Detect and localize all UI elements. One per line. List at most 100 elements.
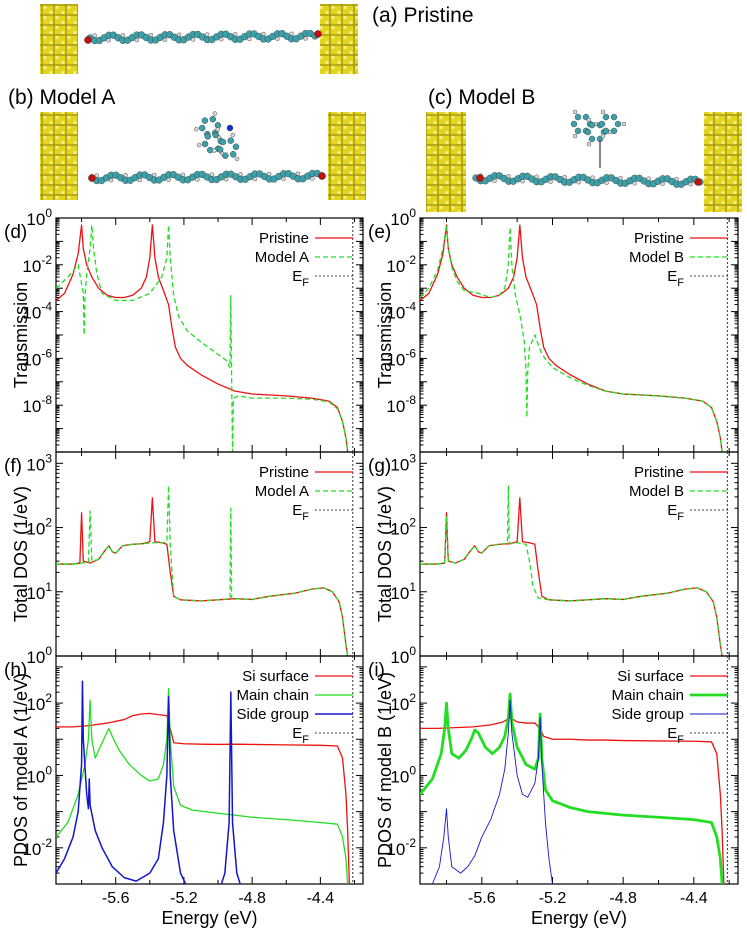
hydrogen-atom — [632, 181, 637, 186]
carbon-atom — [610, 113, 618, 121]
carbon-atom — [614, 120, 622, 128]
carbon-atom — [201, 140, 209, 148]
carbon-atom — [214, 122, 222, 129]
legend-label: EF — [292, 502, 309, 523]
y-axis-label: PDOS of model A (1/eV) — [11, 673, 31, 867]
carbon-atom — [227, 137, 234, 144]
legend-label: Pristine — [259, 464, 309, 481]
carbon-atom — [212, 131, 219, 139]
carbon-atom — [574, 113, 582, 121]
y-tick-label: 103 — [390, 451, 416, 474]
panel-label: (d) — [4, 222, 27, 243]
hydrogen-atom — [492, 178, 497, 183]
carbon-atom — [222, 152, 229, 159]
legend-label: Pristine — [259, 230, 309, 247]
carbon-atom — [570, 120, 578, 128]
oxygen-atom — [314, 30, 322, 38]
x-axis-label: Energy (eV) — [161, 908, 257, 928]
legend-label: Si surface — [242, 668, 309, 685]
hydrogen-atom — [195, 177, 200, 182]
hydrogen-atom — [621, 121, 627, 127]
carbon-atom — [204, 133, 211, 140]
si-slab-left — [40, 4, 78, 74]
y-tick-label: 103 — [26, 451, 52, 474]
panel-label: (f) — [4, 456, 22, 477]
x-tick-label: -5.2 — [539, 890, 567, 907]
y-tick-label: 102 — [390, 691, 416, 714]
side-group — [194, 111, 240, 162]
series-line-si-surface — [56, 712, 351, 884]
oxygen-atom — [476, 174, 484, 182]
hydrogen-atom — [194, 126, 199, 132]
legend-label: EF — [667, 268, 684, 289]
carbon-atom — [232, 143, 240, 150]
hydrogen-atom — [660, 181, 665, 186]
series-line-side-group — [431, 699, 553, 884]
y-tick-label: 10-8 — [386, 393, 416, 416]
hydrogen-atom — [674, 176, 679, 182]
si-slab-right — [320, 4, 358, 74]
hydrogen-atom — [590, 175, 595, 180]
legend-label: Model A — [255, 483, 309, 500]
legend-label: Model A — [255, 249, 309, 266]
series-line-main-chain — [420, 692, 724, 884]
series-line-model-a — [56, 224, 349, 452]
x-tick-label: -5.6 — [102, 890, 130, 907]
legend-label: Model B — [629, 483, 684, 500]
hydrogen-atom — [212, 148, 217, 153]
hydrogen-atom — [234, 156, 240, 162]
series-line-model-a — [56, 484, 349, 656]
carbon-atom — [602, 127, 610, 135]
hydrogen-atom — [506, 173, 511, 179]
y-tick-label: 100 — [390, 644, 416, 667]
pdos-chart-model-a: 10-2 100 102 -5.6 -5.2 -4.8 -4.4 Energy (eV) PDO… — [4, 655, 364, 928]
hydrogen-atom — [572, 109, 578, 115]
y-tick-label: 100 — [26, 644, 52, 667]
hydrogen-atom — [586, 141, 592, 147]
hydrogen-atom — [223, 177, 229, 182]
oxygen-atom — [84, 36, 92, 44]
hydrogen-atom — [196, 142, 202, 148]
hydrogen-atom — [520, 179, 525, 184]
hydrogen-atom — [562, 174, 567, 180]
panel-label: (h) — [4, 660, 27, 681]
pdos-chart-model-b: 10-2 100 102 -5.6 -5.2 -4.8 -4.4 Energy (eV) PDO… — [368, 655, 739, 928]
hydrogen-atom — [267, 171, 272, 177]
hydrogen-atom — [576, 180, 581, 185]
hydrogen-atom — [238, 172, 243, 177]
x-tick-label: -4.4 — [680, 890, 708, 907]
model-a-molecule-image — [40, 111, 366, 200]
panel-label-a: (a) Pristine — [372, 4, 474, 27]
panel-label: (e) — [368, 222, 391, 243]
carbon-atom — [216, 146, 224, 153]
legend-label: Pristine — [634, 230, 684, 247]
y-tick-label: 10-2 — [386, 836, 416, 859]
y-tick-label: 10-8 — [22, 393, 52, 416]
carbon-atom — [598, 120, 606, 128]
y-tick-label: 100 — [390, 763, 416, 786]
si-slab-left — [40, 112, 78, 200]
plot-frame — [419, 217, 739, 453]
legend-label: Pristine — [634, 464, 684, 481]
hydrogen-atom — [281, 176, 286, 181]
hydrogen-atom — [230, 132, 236, 138]
model-b-molecule-image — [426, 109, 742, 212]
legend-label: Side group — [236, 706, 309, 723]
oxygen-atom — [88, 174, 96, 182]
hydrogen-atom — [572, 133, 578, 139]
legend-label: EF — [667, 725, 684, 746]
legend-label: EF — [292, 268, 309, 289]
panel-label-b: (b) Model A — [8, 86, 115, 109]
y-tick-label: 10-2 — [22, 836, 52, 859]
carbon-atom — [198, 124, 206, 132]
hydrogen-atom — [108, 178, 114, 183]
carbon-atom — [602, 113, 610, 121]
series-line-side-group — [56, 680, 187, 884]
series-line-side-group — [220, 691, 241, 884]
pristine-molecule-image — [40, 4, 358, 74]
hydrogen-atom — [548, 179, 553, 184]
hydrogen-atom — [600, 109, 606, 115]
y-tick-label: 10-4 — [22, 300, 52, 323]
total-dos-chart-model-b: 100 101 102 103 Total DOS (1/eV) (g) Pristine M… — [368, 451, 739, 667]
